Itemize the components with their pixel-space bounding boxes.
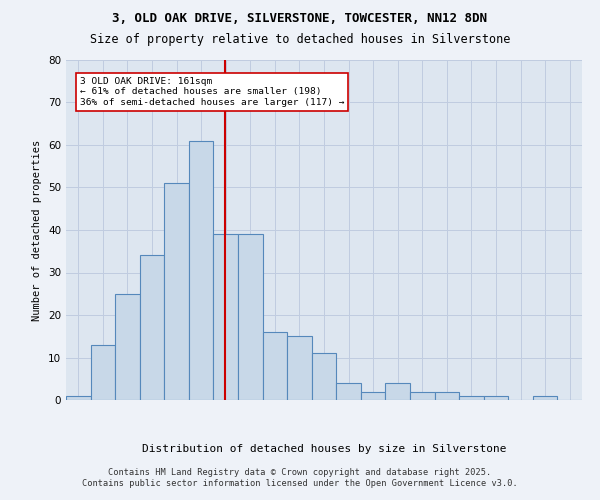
Bar	[140, 256, 164, 400]
Bar	[263, 332, 287, 400]
Bar	[91, 345, 115, 400]
Bar	[533, 396, 557, 400]
Bar	[336, 383, 361, 400]
Bar	[385, 383, 410, 400]
Bar	[312, 353, 336, 400]
Y-axis label: Number of detached properties: Number of detached properties	[32, 140, 43, 320]
Text: Size of property relative to detached houses in Silverstone: Size of property relative to detached ho…	[90, 32, 510, 46]
Bar	[115, 294, 140, 400]
Text: 3 OLD OAK DRIVE: 161sqm
← 61% of detached houses are smaller (198)
36% of semi-d: 3 OLD OAK DRIVE: 161sqm ← 61% of detache…	[80, 77, 344, 107]
Text: Contains HM Land Registry data © Crown copyright and database right 2025.
Contai: Contains HM Land Registry data © Crown c…	[82, 468, 518, 487]
Bar	[459, 396, 484, 400]
Bar	[410, 392, 434, 400]
Bar	[214, 234, 238, 400]
Bar	[66, 396, 91, 400]
Bar	[484, 396, 508, 400]
Bar	[287, 336, 312, 400]
X-axis label: Distribution of detached houses by size in Silverstone: Distribution of detached houses by size …	[142, 444, 506, 454]
Bar	[238, 234, 263, 400]
Bar	[164, 183, 189, 400]
Bar	[434, 392, 459, 400]
Text: 3, OLD OAK DRIVE, SILVERSTONE, TOWCESTER, NN12 8DN: 3, OLD OAK DRIVE, SILVERSTONE, TOWCESTER…	[113, 12, 487, 26]
Bar	[361, 392, 385, 400]
Bar	[189, 140, 214, 400]
